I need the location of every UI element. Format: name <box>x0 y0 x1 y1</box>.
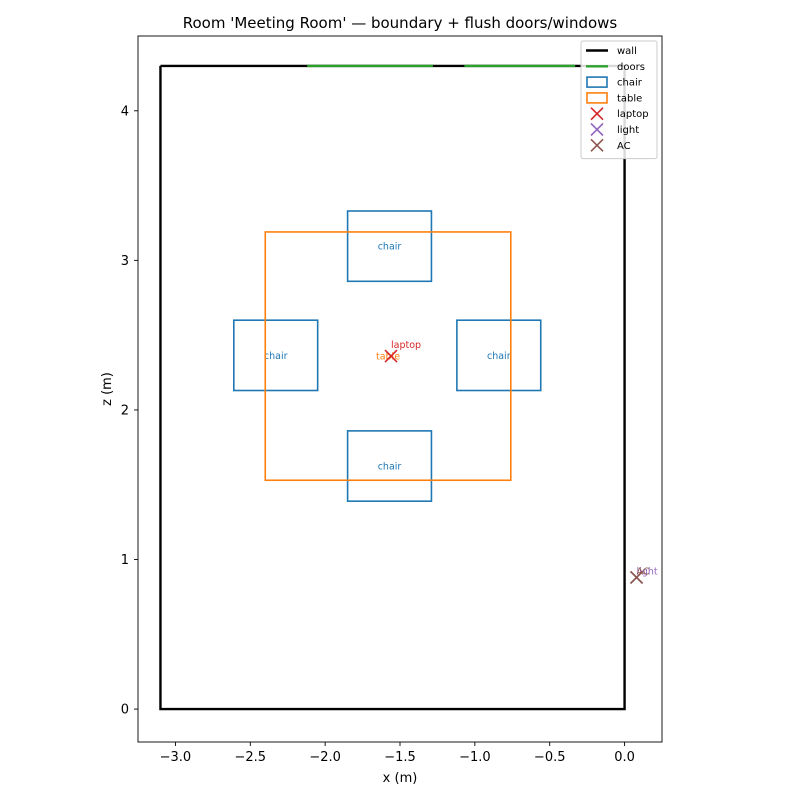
table-rect <box>264 231 512 482</box>
chair-label: chair <box>487 351 511 362</box>
chart-title: Room 'Meeting Room' — boundary + flush d… <box>183 14 618 32</box>
light-label: light <box>637 566 658 577</box>
AC-marker-stroke <box>629 570 644 585</box>
legend-frame <box>580 40 658 160</box>
legend: wall doors chair table laptop light AC <box>580 40 658 160</box>
chair-label: chair <box>264 351 288 362</box>
legend-swatch <box>590 107 604 121</box>
legend-swatch <box>586 92 608 104</box>
chair-rect <box>233 319 319 392</box>
x-axis-label: x (m) <box>383 771 418 786</box>
y-tick-label: 0 <box>121 703 129 718</box>
chair-label: chair <box>378 242 402 253</box>
AC-label: AC <box>637 566 650 577</box>
chair-rect <box>346 430 433 502</box>
ticks-layer: −3.0 −2.5 −2.0 −1.5 −1.0 −0.5 0.0 0 1 2 3 4 <box>121 104 635 765</box>
chair-label: chair <box>378 462 402 473</box>
y-tick-label: 3 <box>121 254 129 269</box>
y-tick-label: 4 <box>121 104 129 119</box>
legend-entry-label: chair <box>617 78 643 89</box>
chair-rect <box>346 210 433 283</box>
legend-swatch <box>590 138 604 152</box>
chair-rect <box>456 319 542 392</box>
legend-swatch <box>590 122 604 137</box>
legend-entry-label: doors <box>617 62 645 73</box>
x-tick-label: −1.0 <box>459 750 491 765</box>
laptop-label: laptop <box>391 340 421 351</box>
laptop-marker <box>384 349 398 363</box>
x-tick-label: −2.5 <box>234 750 266 765</box>
AC-marker <box>629 570 644 585</box>
legend-entry-label: laptop <box>617 109 649 120</box>
legend-swatch <box>586 76 608 88</box>
legend-entry-label: light <box>617 125 639 136</box>
x-tick-label: −3.0 <box>160 750 192 765</box>
legend-entry-label: wall <box>617 46 637 57</box>
laptop-marker-stroke <box>384 349 398 363</box>
table-label: table <box>376 352 400 363</box>
legend-entry-label: AC <box>617 141 631 152</box>
y-tick-label: 2 <box>121 403 129 418</box>
y-tick-label: 1 <box>121 553 129 568</box>
y-axis-label: z (m) <box>100 372 115 406</box>
x-tick-label: −2.0 <box>309 750 341 765</box>
x-tick-label: 0.0 <box>614 750 635 765</box>
x-tick-label: −0.5 <box>534 750 566 765</box>
legend-entry-label: table <box>617 93 642 104</box>
x-tick-label: −1.5 <box>384 750 416 765</box>
